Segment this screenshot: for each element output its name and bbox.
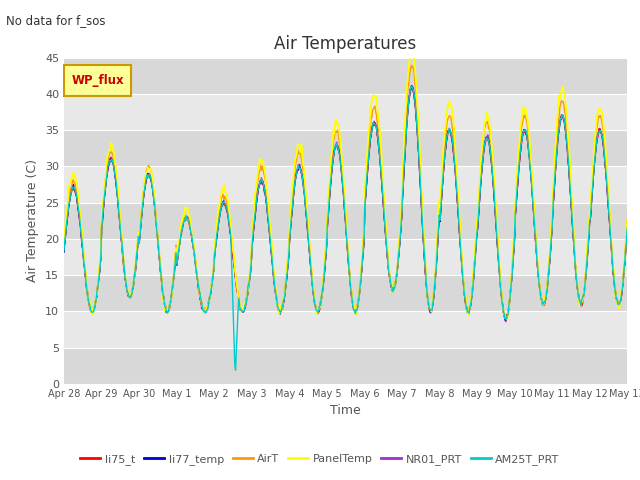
Title: Air Temperatures: Air Temperatures <box>275 35 417 53</box>
Bar <box>64 312 627 348</box>
Legend: li75_t, li77_temp, AirT, PanelTemp, NR01_PRT, AM25T_PRT: li75_t, li77_temp, AirT, PanelTemp, NR01… <box>76 450 564 469</box>
Bar <box>64 239 627 275</box>
Bar <box>64 94 627 130</box>
Y-axis label: Air Temperature (C): Air Temperature (C) <box>26 159 40 282</box>
Bar <box>64 58 627 94</box>
Bar <box>64 275 627 312</box>
Bar <box>64 167 627 203</box>
Bar <box>64 130 627 167</box>
Text: No data for f_sos: No data for f_sos <box>6 14 106 27</box>
Text: WP_flux: WP_flux <box>71 74 124 87</box>
X-axis label: Time: Time <box>330 405 361 418</box>
Bar <box>64 348 627 384</box>
Bar <box>64 203 627 239</box>
